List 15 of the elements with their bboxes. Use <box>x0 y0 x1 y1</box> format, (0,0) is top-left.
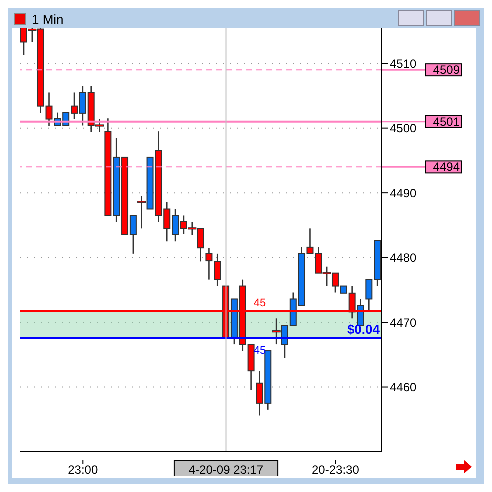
y-tick-label: 4500 <box>390 122 418 136</box>
ref-line-label: 4501 <box>433 114 460 129</box>
chart-title: 1 Min <box>32 12 64 26</box>
y-tick-label: 4480 <box>390 251 418 266</box>
annotation: 45 <box>254 298 266 310</box>
y-tick-label: 4460 <box>390 380 418 395</box>
x-tick-label: 23:00 <box>68 463 98 477</box>
x-tick-label: 4-20-09 23:17 <box>188 463 264 477</box>
ref-line-label: 4494 <box>433 160 460 174</box>
annotation: $0.04 <box>347 322 381 338</box>
y-tick-label: 4510 <box>390 56 418 71</box>
x-tick-label: 20-23:30 <box>312 463 360 477</box>
y-tick-label: 4470 <box>390 316 418 330</box>
ref-line-label: 4509 <box>433 63 460 78</box>
y-tick-label: 4490 <box>390 186 418 200</box>
